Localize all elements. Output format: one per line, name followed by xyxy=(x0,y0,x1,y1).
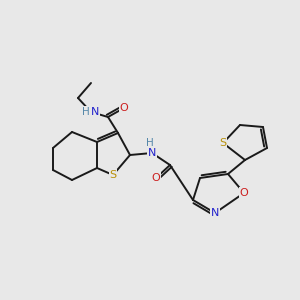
Text: S: S xyxy=(110,170,117,180)
Text: H: H xyxy=(82,107,90,117)
Text: N: N xyxy=(211,208,219,218)
Text: O: O xyxy=(240,188,248,198)
Text: H: H xyxy=(146,138,154,148)
Text: S: S xyxy=(219,138,226,148)
Text: O: O xyxy=(152,173,160,183)
Text: N: N xyxy=(91,107,99,117)
Text: O: O xyxy=(120,103,128,113)
Text: N: N xyxy=(148,148,156,158)
